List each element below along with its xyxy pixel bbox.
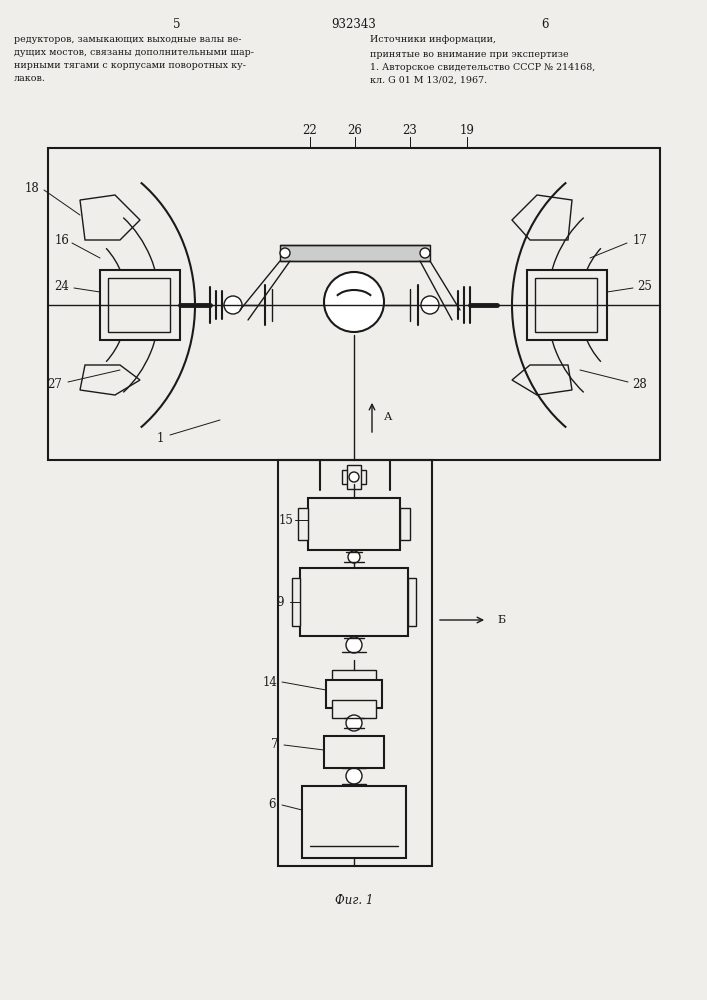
Circle shape	[346, 715, 362, 731]
Bar	[535, 278, 597, 332]
Text: 22: 22	[303, 123, 317, 136]
Text: 7: 7	[271, 738, 279, 752]
Text: 25: 25	[638, 279, 653, 292]
Bar	[408, 578, 416, 626]
Bar	[308, 498, 400, 550]
Text: 24: 24	[54, 279, 69, 292]
Bar	[527, 270, 607, 340]
Text: 16: 16	[54, 233, 69, 246]
Bar	[302, 786, 406, 858]
Bar	[332, 700, 376, 718]
Bar	[347, 465, 361, 489]
Text: 15: 15	[279, 514, 293, 526]
Text: 1: 1	[156, 432, 164, 444]
Bar	[300, 568, 408, 636]
Text: 17: 17	[633, 233, 648, 246]
Circle shape	[348, 551, 360, 563]
Text: Фиг. 1: Фиг. 1	[335, 894, 373, 907]
Text: 9: 9	[276, 595, 284, 608]
Text: 5: 5	[173, 18, 181, 31]
Bar	[400, 508, 410, 540]
Text: редукторов, замыкающих выходные валы ве-
дущих мостов, связаны дополнительными ш: редукторов, замыкающих выходные валы ве-…	[14, 35, 254, 83]
Text: 14: 14	[262, 676, 277, 688]
Bar	[292, 578, 300, 626]
Circle shape	[421, 296, 439, 314]
Text: 28: 28	[633, 378, 648, 391]
Bar	[48, 148, 660, 460]
Text: 18: 18	[25, 182, 40, 194]
Bar	[342, 470, 366, 484]
Bar	[298, 508, 308, 540]
Text: А: А	[384, 412, 392, 422]
Circle shape	[346, 768, 362, 784]
Bar	[326, 680, 382, 708]
Bar	[280, 245, 430, 261]
Circle shape	[324, 272, 384, 332]
Circle shape	[349, 472, 359, 482]
Text: 23: 23	[402, 123, 417, 136]
Bar	[324, 736, 384, 768]
Text: 6: 6	[542, 18, 549, 31]
Bar	[332, 670, 376, 688]
Bar	[100, 270, 180, 340]
Bar	[278, 460, 432, 866]
Text: 26: 26	[348, 123, 363, 136]
Text: 6: 6	[268, 798, 276, 812]
Text: принятые во внимание при экспертизе
1. Авторское свидетельство СССР № 214168,
кл: принятые во внимание при экспертизе 1. А…	[370, 50, 595, 85]
Text: Источники информации,: Источники информации,	[370, 35, 496, 44]
Text: 27: 27	[47, 378, 62, 391]
Text: 932343: 932343	[332, 18, 376, 31]
Circle shape	[346, 637, 362, 653]
Circle shape	[420, 248, 430, 258]
Text: 19: 19	[460, 123, 474, 136]
Circle shape	[280, 248, 290, 258]
Circle shape	[224, 296, 242, 314]
Bar	[108, 278, 170, 332]
Text: Б: Б	[497, 615, 505, 625]
